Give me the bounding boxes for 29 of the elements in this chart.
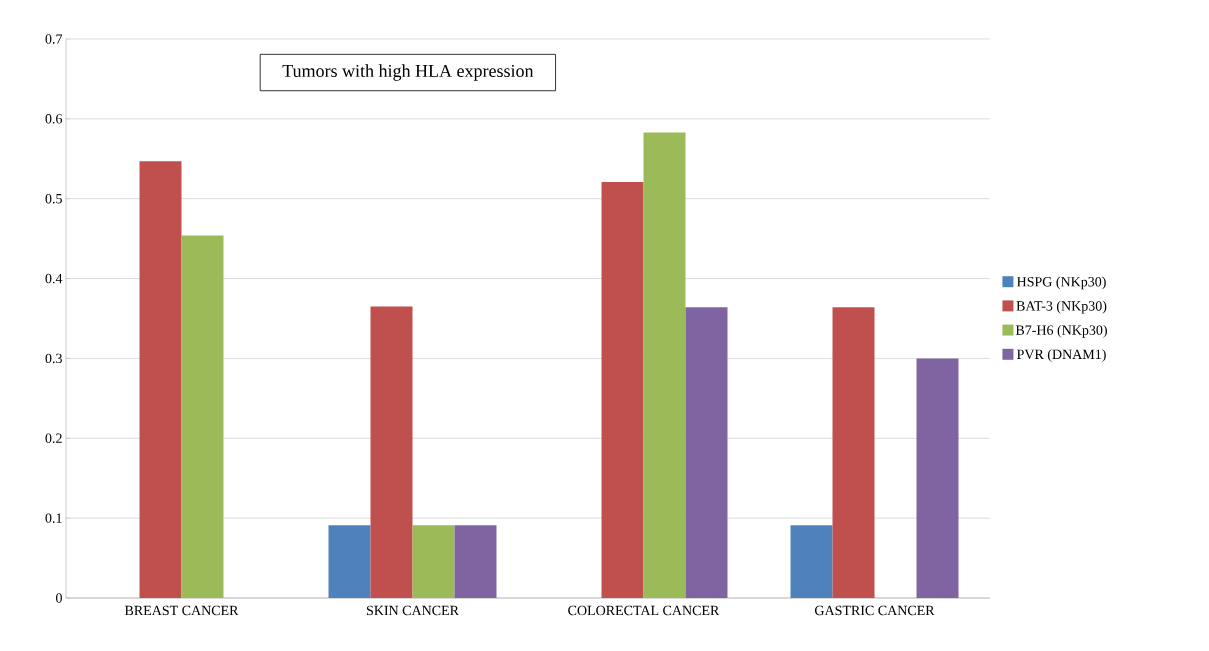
bar xyxy=(601,181,644,598)
bar xyxy=(916,358,959,598)
y-tick-label: 0.6 xyxy=(45,114,63,124)
y-tick-label: 0.7 xyxy=(45,34,63,44)
y-tick-label: 0.4 xyxy=(45,273,63,284)
bar xyxy=(832,307,875,598)
y-tick-label: 0.2 xyxy=(45,433,62,444)
bar xyxy=(454,525,497,598)
x-tick-label: SKIN CANCER xyxy=(366,605,459,616)
y-tick-label: 0.5 xyxy=(45,193,62,204)
bar xyxy=(370,306,413,598)
legend-label: B7-H6 (NKp30) xyxy=(1015,324,1107,338)
y-tick-label: 0.1 xyxy=(45,513,62,523)
text: Tumors with high HLA expression xyxy=(282,64,534,81)
x-tick-label: BREAST CANCER xyxy=(124,605,239,616)
x-tick-label: COLORECTAL CANCER xyxy=(568,605,720,616)
x-tick-label: GASTRIC CANCER xyxy=(814,605,935,616)
bar xyxy=(139,161,182,598)
y-tick-label: 0.3 xyxy=(45,353,62,364)
bar xyxy=(412,525,455,598)
legend-label: BAT-3 (NKp30) xyxy=(1016,300,1107,314)
bar xyxy=(328,525,371,598)
legend-label: PVR (DNAM1) xyxy=(1016,349,1106,362)
bar xyxy=(181,235,224,598)
bar xyxy=(643,132,686,598)
legend-label: HSPG (NKp30) xyxy=(1016,276,1106,290)
bar xyxy=(685,307,728,598)
y-tick-label: 0 xyxy=(56,593,62,603)
bar xyxy=(790,525,833,598)
